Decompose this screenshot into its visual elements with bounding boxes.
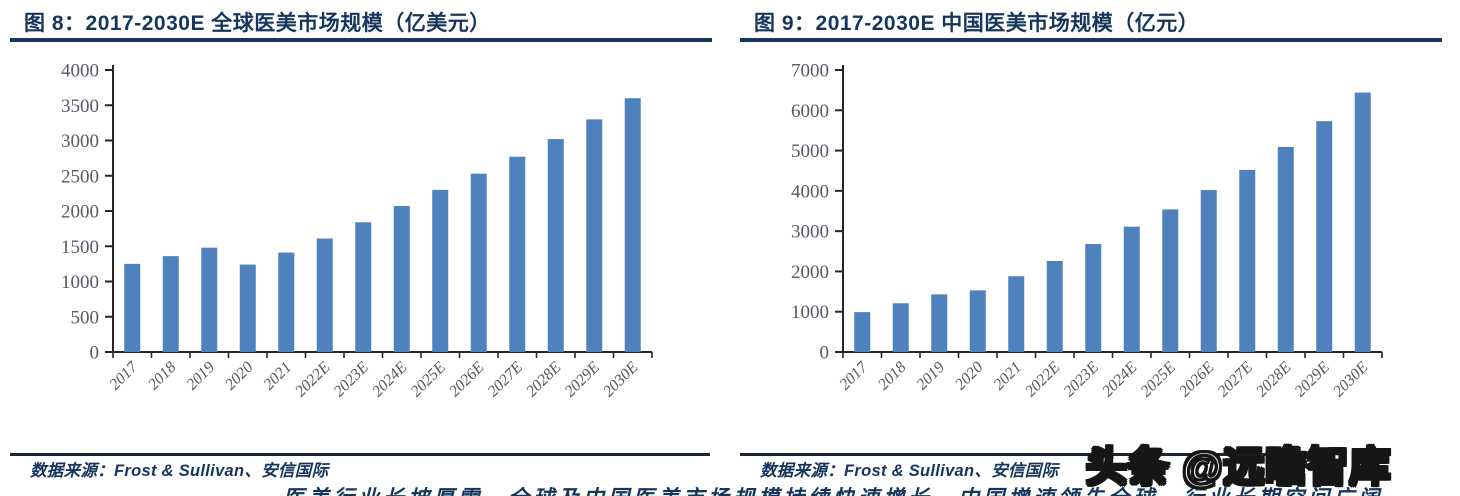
x-axis-label: 2029E — [562, 359, 604, 401]
bar-2024E — [1123, 226, 1140, 352]
clipped-bottom-text: 医美行业长坡厚雪，全球及中国医美市场规模持续快速增长，中国增速领先全球，行业长期… — [283, 482, 1460, 496]
bar-2023E — [1085, 244, 1102, 352]
y-axis-label: 2500 — [61, 166, 99, 187]
x-axis-label: 2024E — [1099, 359, 1141, 401]
bar-2020 — [969, 290, 986, 352]
x-axis-label: 2018 — [145, 359, 180, 394]
bottom-divider — [740, 453, 1285, 456]
x-axis-label: 2026E — [1176, 359, 1218, 401]
y-axis-label: 3000 — [791, 222, 829, 243]
x-axis-label: 2019 — [183, 359, 218, 394]
y-axis-label: 7000 — [791, 61, 829, 82]
figure-8-title: 图 8：2017-2030E 全球医美市场规模（亿美元） — [24, 12, 491, 35]
bar-2022E — [316, 238, 333, 352]
x-axis-label: 2017 — [106, 358, 141, 393]
bar-2025E — [432, 189, 449, 352]
bar-chart-china-market: 0 1000 2000 3000 4000 5000 6000 7000 2017 2018 201… — [791, 61, 1383, 401]
bar-2026E — [1200, 190, 1217, 352]
bar-2022E — [1046, 260, 1063, 352]
y-axis-label: 3500 — [61, 96, 99, 117]
figure-9-title: 图 9：2017-2030E 中国医美市场规模（亿元） — [754, 12, 1200, 35]
bar-2028E — [1277, 146, 1294, 352]
bar-2021 — [278, 252, 295, 352]
bar-2017 — [854, 312, 871, 352]
y-axis-label: 0 — [820, 343, 830, 364]
bar-2030E — [1354, 92, 1371, 352]
source-label: 数据来源：Frost & Sullivan、安信国际 — [30, 462, 329, 480]
bar-2018 — [162, 256, 179, 352]
bar-2027E — [1239, 169, 1256, 352]
y-axis-label: 1500 — [61, 237, 99, 258]
bar-2019 — [201, 247, 218, 352]
bar-2029E — [586, 119, 603, 352]
y-axis-label: 0 — [90, 343, 100, 364]
x-axis-label: 2027E — [485, 359, 527, 401]
y-axis-label: 2000 — [61, 202, 99, 223]
bar-2025E — [1162, 209, 1179, 352]
x-axis-label: 2030E — [600, 359, 642, 401]
x-axis-label: 2024E — [369, 359, 411, 401]
title-underline — [10, 38, 712, 42]
bar-chart-global-market: 0 500 1000 1500 2000 2500 3000 3500 4000 2017 2018… — [61, 61, 653, 401]
figure-8-panel: 图 8：2017-2030E 全球医美市场规模（亿美元） 图 8：2017-20… — [10, 0, 712, 480]
bar-2017 — [124, 263, 141, 352]
top-clipped-text: 图 9：2017-2030E 中国医美市场规模（亿元） — [754, 0, 1199, 4]
bar-2030E — [624, 98, 641, 352]
x-axis-label: 2018 — [875, 359, 910, 394]
y-axis-label: 4000 — [791, 181, 829, 202]
x-axis-label: 2021 — [990, 359, 1025, 394]
y-axis-label: 5000 — [791, 141, 829, 162]
figure-9-panel: 图 9：2017-2030E 中国医美市场规模（亿元） 图 9：2017-203… — [730, 0, 1460, 496]
bottom-divider — [10, 453, 710, 456]
bar-2021 — [1008, 276, 1025, 352]
bar-2029E — [1316, 121, 1333, 352]
bar-2020 — [239, 264, 256, 352]
x-axis-label: 2022E — [292, 359, 334, 401]
title-underline — [740, 38, 1442, 42]
x-axis-label: 2029E — [1292, 359, 1334, 401]
x-axis-label: 2022E — [1022, 359, 1064, 401]
bar-2027E — [509, 156, 526, 352]
x-axis-label: 2027E — [1215, 359, 1257, 401]
y-axis-label: 4000 — [61, 61, 99, 82]
y-axis-label: 2000 — [791, 262, 829, 283]
bar-2018 — [892, 303, 909, 352]
top-clipped-text: 图 8：2017-2030E 全球医美市场规模（亿美元） — [24, 0, 491, 4]
y-axis-label: 3000 — [61, 131, 99, 152]
x-axis-label: 2028E — [1253, 359, 1295, 401]
x-axis-label: 2026E — [446, 359, 488, 401]
x-axis-label: 2019 — [913, 359, 948, 394]
x-axis-label: 2030E — [1330, 359, 1372, 401]
x-axis-label: 2025E — [1138, 359, 1180, 401]
x-axis-label: 2023E — [331, 359, 373, 401]
bar-2019 — [931, 294, 948, 352]
x-axis-label: 2028E — [523, 359, 565, 401]
x-axis-label: 2020 — [222, 359, 257, 394]
bar-2026E — [470, 173, 487, 352]
bar-2024E — [393, 206, 410, 352]
x-axis-label: 2020 — [952, 359, 987, 394]
x-axis-label: 2025E — [408, 359, 450, 401]
y-axis-label: 1000 — [791, 302, 829, 323]
toutiao-watermark: 头条 @远瞻智库 — [1085, 443, 1392, 491]
x-axis-label: 2023E — [1061, 359, 1103, 401]
x-axis-label: 2017 — [836, 358, 871, 393]
bar-2028E — [547, 139, 564, 352]
source-label: 数据来源：Frost & Sullivan、安信国际 — [760, 462, 1059, 480]
x-axis-label: 2021 — [260, 359, 295, 394]
bar-2023E — [355, 222, 372, 352]
y-axis-label: 1000 — [61, 272, 99, 293]
y-axis-label: 6000 — [791, 101, 829, 122]
y-axis-label: 500 — [71, 307, 100, 328]
